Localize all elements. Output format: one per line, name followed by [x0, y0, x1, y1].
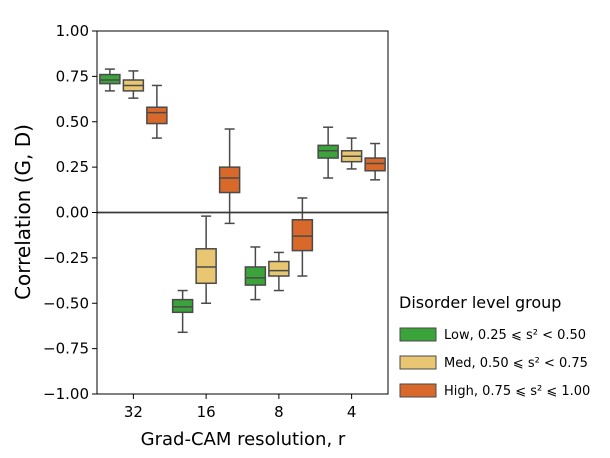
- box: [99, 73, 121, 85]
- y-tick-label: −0.50: [43, 294, 89, 312]
- legend-entry-label: High, 0.75 ⩽ s² ⩽ 1.00: [444, 384, 590, 399]
- legend-swatch: [399, 355, 437, 370]
- box: [195, 248, 217, 285]
- box-high-16: [218, 128, 241, 225]
- y-tick-label: −0.25: [43, 249, 89, 267]
- box-med-32: [122, 70, 145, 99]
- box: [291, 219, 314, 252]
- legend-swatch: [399, 383, 437, 398]
- legend-title: Disorder level group: [399, 293, 561, 312]
- box-high-32: [146, 84, 168, 139]
- box-med-8: [268, 251, 290, 292]
- box-high-8: [291, 197, 314, 277]
- box: [268, 260, 290, 277]
- legend: Disorder level group Low, 0.25 ⩽ s² < 0.…: [399, 293, 590, 399]
- box-low-16: [171, 289, 194, 334]
- box: [364, 157, 386, 172]
- box-high-4: [364, 142, 386, 181]
- box: [171, 298, 194, 314]
- x-axis-title: Grad-CAM resolution, r: [141, 429, 346, 450]
- x-tick-label: 4: [347, 403, 357, 421]
- box: [146, 106, 168, 125]
- y-tick-label: −1.00: [43, 385, 89, 403]
- box-low-8: [244, 246, 267, 301]
- box-low-32: [99, 68, 121, 92]
- y-tick-label: 0.75: [56, 67, 89, 85]
- x-tick-label: 32: [124, 403, 143, 421]
- y-tick-label: 0.50: [56, 113, 89, 131]
- box-med-16: [195, 215, 217, 304]
- legend-swatch: [399, 327, 437, 342]
- box: [244, 266, 267, 286]
- box: [218, 166, 241, 194]
- y-tick-label: 0.00: [56, 204, 89, 222]
- legend-entry-label: Med, 0.50 ⩽ s² < 0.75: [444, 356, 588, 371]
- x-tick-label: 8: [274, 403, 284, 421]
- box: [317, 144, 339, 159]
- plot-area: [97, 68, 388, 334]
- axes: 1.00 0.75 0.50 0.25 0.00 −0.25 −0.50 −0.75 −1.00…: [43, 22, 389, 421]
- y-axis-title: Correlation (G, D): [11, 124, 35, 300]
- x-tick-label: 16: [197, 403, 216, 421]
- box-low-4: [317, 126, 339, 179]
- y-tick-label: 1.00: [56, 22, 89, 40]
- box-med-4: [340, 137, 363, 170]
- legend-entry-label: Low, 0.25 ⩽ s² < 0.50: [444, 328, 586, 343]
- y-tick-label: 0.25: [56, 158, 89, 176]
- y-tick-label: −0.75: [43, 340, 89, 358]
